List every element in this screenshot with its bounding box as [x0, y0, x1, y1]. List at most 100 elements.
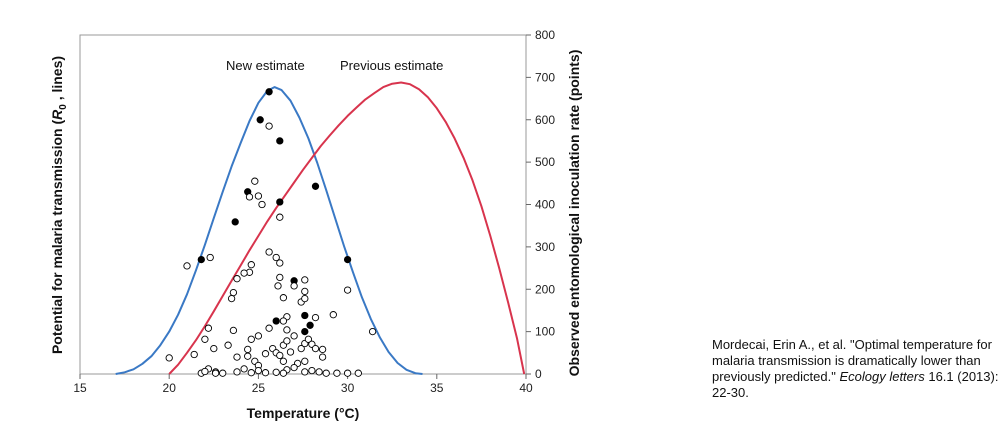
eir-point-filled	[311, 182, 320, 190]
eir-point-open	[240, 365, 248, 373]
eir-point-open	[247, 369, 255, 377]
eir-point-open	[286, 348, 295, 356]
eir-point-open	[333, 369, 341, 377]
y-right-tick-label: 300	[535, 240, 555, 254]
eir-point-open	[165, 354, 173, 362]
eir-point-open	[254, 332, 263, 340]
y-right-tick-label: 600	[535, 113, 555, 127]
eir-point-open	[301, 357, 309, 365]
eir-point-open	[301, 276, 309, 284]
eir-point-filled	[265, 88, 273, 96]
citation: Mordecai, Erin A., et al. "Optimal tempe…	[712, 337, 1002, 401]
eir-point-filled	[343, 255, 352, 264]
eir-point-open	[301, 287, 309, 296]
eir-point-open	[274, 282, 282, 290]
eir-point-open	[301, 294, 309, 303]
y-right-tick-label: 200	[535, 282, 555, 296]
eir-point-open	[265, 324, 273, 332]
eir-point-filled	[272, 317, 280, 325]
eir-point-open	[318, 345, 327, 354]
eir-point-filled	[306, 321, 314, 329]
eir-point-open	[261, 350, 270, 358]
eir-point-open	[276, 273, 284, 282]
x-tick-label: 20	[163, 381, 177, 395]
eir-point-open	[233, 368, 241, 376]
eir-point-open	[258, 200, 266, 209]
eir-point-open	[311, 313, 320, 322]
eir-point-open	[190, 350, 198, 359]
eir-point-open	[219, 369, 227, 377]
eir-point-open	[233, 275, 241, 283]
eir-point-open	[290, 332, 298, 340]
x-tick-label: 15	[73, 381, 87, 395]
y-right-tick-label: 400	[535, 198, 555, 212]
eir-point-open	[254, 192, 263, 200]
y-right-tick-label: 100	[535, 325, 555, 339]
y-right-tick-label: 700	[535, 70, 555, 84]
x-axis-title: Temperature (°C)	[247, 405, 360, 421]
eir-point-open	[265, 248, 273, 256]
eir-points	[165, 88, 377, 377]
eir-point-open	[201, 335, 209, 343]
eir-point-open	[283, 326, 291, 334]
eir-point-filled	[276, 198, 284, 206]
eir-point-open	[297, 344, 305, 353]
eir-point-open	[304, 335, 313, 343]
eir-point-open	[229, 326, 238, 335]
eir-point-open	[311, 344, 320, 353]
y-left-title-pre: Potential for malaria transmission (	[49, 120, 65, 355]
y-left-title-r: R	[49, 109, 65, 120]
y-right-tick-label: 800	[535, 28, 555, 42]
citation-tail: 16.1 (2013): 22-30.	[712, 369, 999, 400]
eir-point-open	[276, 213, 284, 221]
eir-point-open	[183, 262, 191, 270]
eir-point-open	[301, 368, 309, 376]
eir-point-open	[272, 368, 280, 376]
eir-point-open	[227, 294, 236, 303]
eir-point-open	[279, 317, 288, 325]
citation-text: Mordecai, Erin A., et al. "Optimal tempe…	[712, 337, 992, 384]
y-left-title-sub: 0	[58, 104, 69, 110]
eir-point-open	[206, 253, 214, 262]
eir-point-filled	[256, 116, 264, 124]
eir-point-open	[254, 366, 263, 375]
eir-point-open	[201, 367, 209, 376]
x-axis-ticks: 15 20 25 30 35 40	[73, 374, 533, 395]
eir-point-open	[247, 335, 255, 343]
y-left-title-post: , lines)	[49, 56, 65, 104]
eir-point-open	[224, 341, 232, 349]
malaria-chart: 15 20 25 30 35 40 0 100 200 300 400 500 600 700 800 N…	[49, 28, 582, 421]
eir-point-open	[229, 288, 238, 297]
eir-point-open	[283, 337, 291, 345]
y-right-tick-label: 500	[535, 155, 555, 169]
eir-point-open	[354, 369, 362, 377]
y-right-axis-ticks: 0 100 200 300 400 500 600 700 800	[526, 28, 555, 381]
eir-point-open	[245, 193, 254, 201]
eir-point-open	[247, 261, 255, 269]
eir-point-open	[308, 366, 316, 375]
eir-point-open	[290, 282, 298, 290]
x-tick-label: 30	[341, 381, 355, 395]
eir-point-open	[343, 286, 352, 294]
y-right-tick-label: 0	[535, 367, 542, 381]
y-right-axis-title: Observed entomological inoculation rate …	[566, 50, 582, 377]
eir-point-open	[276, 351, 284, 360]
eir-point-open	[322, 369, 330, 377]
eir-point-filled	[276, 137, 284, 145]
eir-point-open	[251, 177, 259, 185]
x-tick-label: 40	[519, 381, 533, 395]
eir-point-open	[233, 353, 241, 361]
eir-point-open	[210, 344, 218, 353]
x-tick-label: 25	[252, 381, 266, 395]
eir-point-open	[244, 352, 252, 360]
eir-point-open	[240, 269, 248, 277]
eir-point-open	[272, 253, 280, 262]
eir-point-open	[279, 294, 288, 302]
y-left-axis-title: Potential for malaria transmission (R0 ,…	[49, 56, 69, 354]
plot-area	[79, 34, 527, 375]
eir-point-filled	[231, 218, 239, 226]
eir-point-open	[343, 369, 352, 377]
eir-point-open	[279, 369, 288, 377]
eir-point-open	[279, 357, 288, 365]
eir-point-filled	[197, 255, 205, 264]
